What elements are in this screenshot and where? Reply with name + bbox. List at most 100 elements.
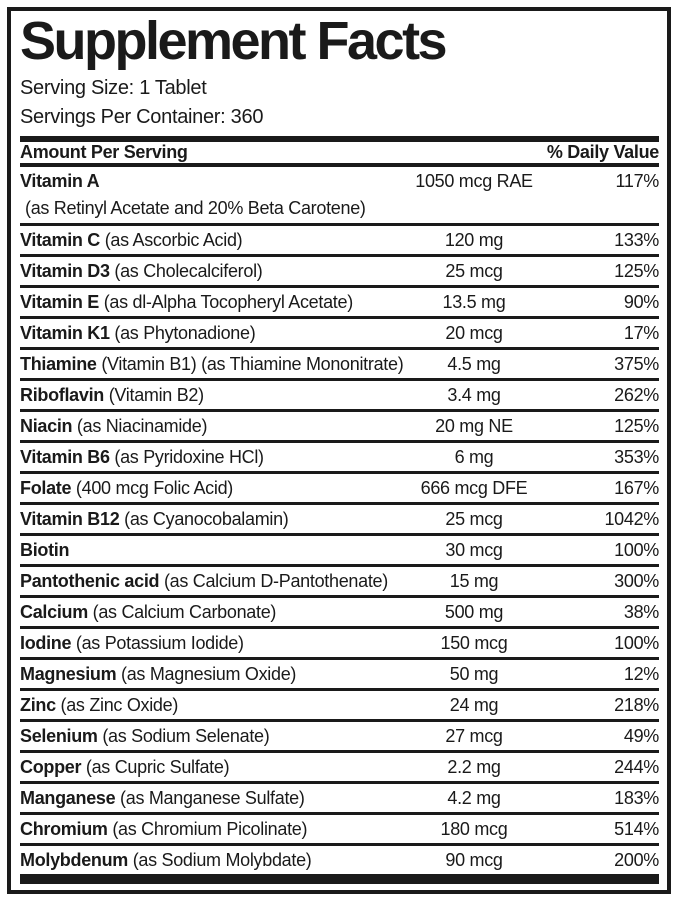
nutrient-name-line: Iodine (as Potassium Iodide) [20,629,389,657]
table-row: Niacin (as Niacinamide) 20 mg NE 125% [20,412,659,444]
nutrient-name-line: Vitamin C (as Ascorbic Acid) [20,226,389,254]
nutrient-detail: (as Phytonadione) [114,323,256,344]
nutrient-name-line: Vitamin D3 (as Cholecalciferol) [20,257,389,285]
nutrient-detail: (400 mcg Folic Acid) [75,478,233,499]
amount-per-serving-header: Amount Per Serving [20,142,188,163]
nutrient-detail: (as Niacinamide) [76,416,208,437]
nutrient-name-cell: Copper (as Cupric Sulfate) [20,753,389,781]
nutrient-name: Vitamin D3 [20,261,110,282]
nutrient-daily-value: 12% [623,664,659,685]
supplement-facts-label: Supplement Facts Serving Size: 1 Tablet … [7,7,671,894]
nutrient-name-line: Copper (as Cupric Sulfate) [20,753,389,781]
nutrient-name-line: Pantothenic acid (as Calcium D-Pantothen… [20,567,389,595]
nutrient-daily-value: 262% [614,385,659,406]
servings-per-container-text: Servings Per Container: 360 [20,105,264,128]
nutrient-name-cell: Vitamin B6 (as Pyridoxine HCl) [20,443,389,471]
nutrient-daily-value: 125% [614,416,659,437]
nutrient-daily-value: 353% [614,447,659,468]
nutrient-detail: (Vitamin B1) (as Thiamine Mononitrate) [101,354,404,375]
nutrient-name-cell: Riboflavin (Vitamin B2) [20,381,389,409]
nutrient-subline: (as Retinyl Acetate and 20% Beta Caroten… [25,198,366,219]
nutrient-name: Vitamin B12 [20,509,120,530]
nutrient-amount: 27 mcg [445,726,503,747]
table-row: Folate (400 mcg Folic Acid) 666 mcg DFE 16… [20,474,659,506]
nutrient-name: Calcium [20,602,88,623]
nutrient-name-cell: Vitamin B12 (as Cyanocobalamin) [20,505,389,533]
nutrient-name-line: Vitamin B12 (as Cyanocobalamin) [20,505,389,533]
nutrient-name-line: Selenium (as Sodium Selenate) [20,722,389,750]
nutrient-daily-value: 167% [614,478,659,499]
table-row: Vitamin E (as dl-Alpha Tocopheryl Acetat… [20,288,659,320]
table-row: Vitamin D3 (as Cholecalciferol) 25 mcg 125… [20,257,659,289]
nutrient-name-line: Folate (400 mcg Folic Acid) [20,474,389,502]
nutrient-daily-value: 100% [614,540,659,561]
nutrient-daily-value: 1042% [604,509,659,530]
nutrient-amount: 20 mg NE [435,416,513,437]
nutrient-name-cell: Iodine (as Potassium Iodide) [20,629,389,657]
nutrient-daily-value: 38% [623,602,659,623]
nutrient-name-cell: Magnesium (as Magnesium Oxide) [20,660,389,688]
nutrient-name-line: Chromium (as Chromium Picolinate) [20,815,389,843]
nutrient-name-cell: Thiamine (Vitamin B1) (as Thiamine Monon… [20,350,404,378]
nutrient-detail: (as dl-Alpha Tocopheryl Acetate) [103,292,354,313]
nutrient-name-line: Niacin (as Niacinamide) [20,412,389,440]
nutrient-name: Vitamin A [20,171,100,192]
nutrient-daily-value: 133% [614,230,659,251]
nutrient-name: Vitamin B6 [20,447,110,468]
nutrient-amount: 666 mcg DFE [420,478,528,499]
table-row: Vitamin B12 (as Cyanocobalamin) 25 mcg 104… [20,505,659,537]
nutrient-detail: (as Cyanocobalamin) [124,509,289,530]
nutrient-detail: (as Sodium Selenate) [102,726,270,747]
bottom-divider-bar [20,877,659,884]
table-row: Molybdenum (as Sodium Molybdate) 90 mcg 20… [20,846,659,878]
nutrient-daily-value: 200% [614,850,659,871]
nutrient-name-line: Magnesium (as Magnesium Oxide) [20,660,389,688]
nutrient-detail: (Vitamin B2) [108,385,204,406]
nutrient-name-line: Zinc (as Zinc Oxide) [20,691,389,719]
nutrient-name-line: Biotin [20,536,389,564]
nutrient-name: Pantothenic acid [20,571,160,592]
nutrient-amount: 50 mg [449,664,499,685]
nutrient-name-cell: Niacin (as Niacinamide) [20,412,389,440]
nutrient-name-cell: Biotin [20,536,389,564]
nutrient-daily-value: 218% [614,695,659,716]
nutrient-daily-value: 300% [614,571,659,592]
nutrient-daily-value: 17% [623,323,659,344]
nutrient-name-cell: Vitamin D3 (as Cholecalciferol) [20,257,389,285]
nutrient-name-line: Vitamin B6 (as Pyridoxine HCl) [20,443,389,471]
nutrient-detail: (as Potassium Iodide) [75,633,244,654]
nutrient-amount: 20 mcg [445,323,503,344]
table-row: Vitamin B6 (as Pyridoxine HCl) 6 mg 353% [20,443,659,475]
nutrient-name-cell: Calcium (as Calcium Carbonate) [20,598,389,626]
nutrient-amount: 24 mg [449,695,499,716]
table-row: Magnesium (as Magnesium Oxide) 50 mg 12% [20,660,659,692]
nutrient-name: Folate [20,478,72,499]
nutrient-name-line: Riboflavin (Vitamin B2) [20,381,389,409]
nutrient-name: Niacin [20,416,73,437]
nutrient-amount: 2.2 mg [447,757,501,778]
nutrient-name: Vitamin C [20,230,100,251]
nutrient-name-cell: Manganese (as Manganese Sulfate) [20,784,389,812]
nutrient-daily-value: 375% [614,354,659,375]
nutrient-name-cell: Zinc (as Zinc Oxide) [20,691,389,719]
nutrient-detail: (as Calcium Carbonate) [92,602,277,623]
nutrient-daily-value: 117% [615,171,659,192]
table-row: Vitamin A (as Retinyl Acetate and 20% Bet… [20,167,659,227]
nutrient-amount: 1050 mcg RAE [415,171,533,192]
nutrient-name: Zinc [20,695,56,716]
table-row: Vitamin K1 (as Phytonadione) 20 mcg 17% [20,319,659,351]
nutrient-name-cell: Vitamin E (as dl-Alpha Tocopheryl Acetat… [20,288,389,316]
nutrient-daily-value: 244% [614,757,659,778]
nutrient-name-line: Vitamin K1 (as Phytonadione) [20,319,389,347]
nutrient-daily-value: 90% [623,292,659,313]
daily-value-header: % Daily Value [546,142,659,163]
table-row: Iodine (as Potassium Iodide) 150 mcg 100% [20,629,659,661]
serving-size-text: Serving Size: 1 Tablet [20,76,207,99]
nutrient-detail: (as Chromium Picolinate) [112,819,308,840]
nutrient-detail: (as Cupric Sulfate) [85,757,230,778]
nutrient-name-cell: Folate (400 mcg Folic Acid) [20,474,389,502]
table-row: Pantothenic acid (as Calcium D-Pantothen… [20,567,659,599]
nutrient-name: Molybdenum [20,850,128,871]
nutrient-name: Vitamin K1 [20,323,110,344]
table-row: Calcium (as Calcium Carbonate) 500 mg 38% [20,598,659,630]
